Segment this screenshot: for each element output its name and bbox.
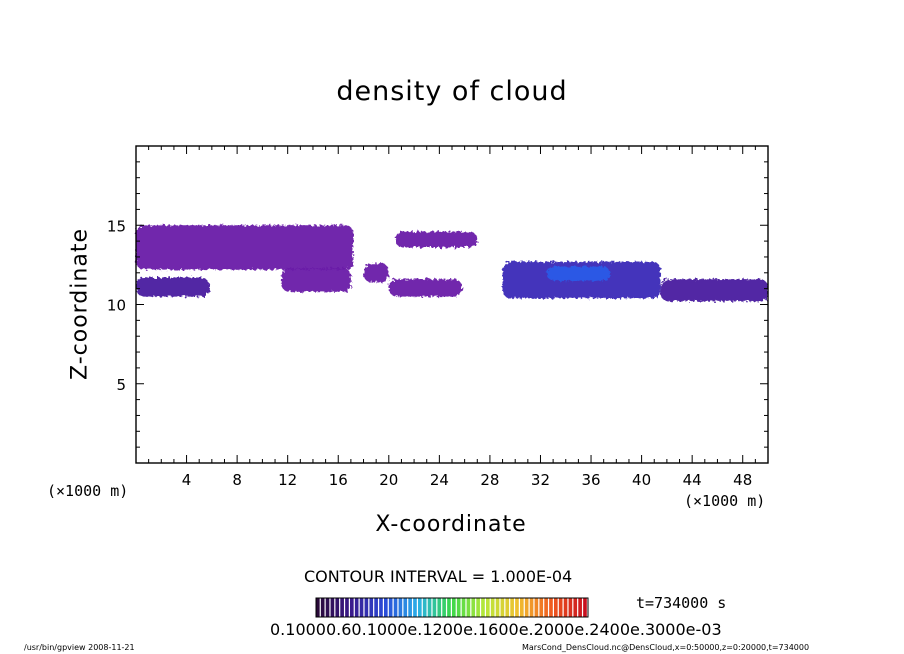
colorbar-swatch <box>471 598 476 617</box>
colorbar-swatch <box>388 598 393 617</box>
colorbar-swatch <box>486 598 490 617</box>
cloud-region-3 <box>363 263 389 283</box>
colorbar-swatch <box>418 598 422 617</box>
colorbar-swatch <box>384 598 388 617</box>
colorbar-swatch <box>563 598 568 617</box>
colorbar-swatch <box>437 598 442 617</box>
chart-title: density of cloud <box>336 76 568 107</box>
colorbar-swatch <box>335 598 340 617</box>
colorbar-swatch <box>554 598 558 617</box>
colorbar-swatch <box>345 598 349 617</box>
footer-command: /usr/bin/gpview 2008-11-21 <box>24 643 135 652</box>
colorbar-swatch <box>505 598 510 617</box>
plot-frame <box>135 145 769 464</box>
colorbar-swatch <box>330 598 335 617</box>
colorbar-swatch <box>413 598 417 617</box>
colorbar-swatch <box>544 598 548 617</box>
x-tick-label: 48 <box>733 471 752 489</box>
colorbar-swatch <box>408 598 412 617</box>
colorbar-swatch <box>379 598 383 617</box>
x-tick-label: 20 <box>379 471 398 489</box>
colorbar-swatch <box>539 598 544 617</box>
colorbar-swatch <box>393 598 398 617</box>
colorbar-swatch <box>534 598 539 617</box>
colorbar-swatch <box>354 598 359 617</box>
y-tick-label: 5 <box>116 376 126 394</box>
colorbar-swatch <box>549 598 553 617</box>
x-tick-label: 12 <box>278 471 297 489</box>
x-tick-label: 24 <box>430 471 449 489</box>
cloud-region-2 <box>281 268 351 292</box>
colorbar-swatch <box>568 598 573 617</box>
footer-source: MarsCond_DensCloud.nc@DensCloud,x=0:5000… <box>522 643 810 652</box>
colorbar-swatch <box>578 598 582 617</box>
colorbar-swatch <box>320 598 325 617</box>
x-unit-label-left: (×1000 m) <box>47 482 129 500</box>
colorbar-frame <box>315 597 589 618</box>
colorbar-swatch <box>461 598 466 617</box>
colorbar-swatch <box>520 598 524 617</box>
colorbar-swatch <box>529 598 534 617</box>
colorbar-swatch <box>316 598 320 617</box>
colorbar-swatch <box>350 598 354 617</box>
x-tick-label: 16 <box>329 471 348 489</box>
colorbar-swatch <box>359 598 364 617</box>
cloud-region-7 <box>546 266 610 281</box>
colorbar-swatch <box>422 598 427 617</box>
colorbar-swatch <box>452 598 456 617</box>
colorbar-swatch <box>369 598 374 617</box>
colorbar-swatch <box>374 598 378 617</box>
colorbar-swatch <box>573 598 578 617</box>
cloud-region-0 <box>136 277 210 297</box>
colorbar-swatch <box>510 598 514 617</box>
x-unit-label-right: (×1000 m) <box>684 492 766 510</box>
cloud-region-1 <box>136 225 354 270</box>
colorbar-swatch <box>340 598 344 617</box>
colorbar-swatch <box>447 598 451 617</box>
colorbar-swatch <box>500 598 505 617</box>
x-axis-label: X-coordinate <box>375 512 527 537</box>
time-label: t=734000 s <box>636 594 727 612</box>
colorbar-labels: 0.10000.60.1000e.1200e.1600e.2000e.2400e… <box>270 620 722 639</box>
colorbar-swatch <box>583 598 587 617</box>
cloud-region-5 <box>395 231 478 248</box>
x-tick-label: 44 <box>683 471 702 489</box>
colorbar <box>315 597 589 618</box>
colorbar-swatch <box>558 598 563 617</box>
x-tick-label: 32 <box>531 471 550 489</box>
y-tick-label: 15 <box>107 217 126 235</box>
colorbar-swatch <box>515 598 519 617</box>
colorbar-swatch <box>466 598 471 617</box>
colorbar-swatch <box>524 598 529 617</box>
x-tick-label: 40 <box>632 471 651 489</box>
colorbar-swatch <box>432 598 437 617</box>
colorbar-swatch <box>456 598 461 617</box>
cloud-region-8 <box>660 279 768 302</box>
x-tick-label: 8 <box>232 471 242 489</box>
colorbar-swatch <box>442 598 446 617</box>
colorbar-swatch <box>481 598 485 617</box>
y-tick-label: 10 <box>107 297 126 315</box>
x-tick-label: 36 <box>581 471 600 489</box>
x-tick-label: 4 <box>182 471 192 489</box>
cloud-region-4 <box>388 279 463 297</box>
contour-interval: CONTOUR INTERVAL = 1.000E-04 <box>304 567 573 586</box>
colorbar-swatch <box>476 598 480 617</box>
x-tick-label: 28 <box>480 471 499 489</box>
colorbar-swatch <box>364 598 369 617</box>
colorbar-swatch <box>325 598 330 617</box>
colorbar-swatch <box>403 598 408 617</box>
plot-area <box>136 225 768 302</box>
y-axis-label: Z-coordinate <box>67 228 93 380</box>
colorbar-swatch <box>495 598 500 617</box>
colorbar-swatch <box>398 598 403 617</box>
colorbar-swatch <box>490 598 495 617</box>
colorbar-swatch <box>427 598 432 617</box>
